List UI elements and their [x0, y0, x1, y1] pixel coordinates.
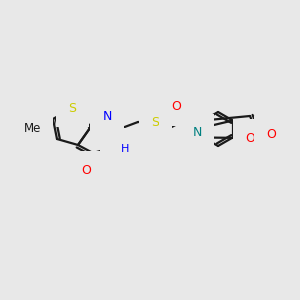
Text: O: O: [266, 128, 276, 142]
Text: H: H: [193, 119, 201, 129]
Text: H: H: [121, 144, 129, 154]
Text: O: O: [245, 131, 255, 145]
Text: S: S: [68, 101, 76, 115]
Text: S: S: [151, 116, 159, 128]
Text: N: N: [192, 127, 202, 140]
Text: O: O: [81, 164, 91, 176]
Text: Me: Me: [24, 122, 42, 134]
Text: O: O: [171, 100, 181, 113]
Text: N: N: [102, 110, 112, 124]
Text: N: N: [112, 140, 122, 154]
